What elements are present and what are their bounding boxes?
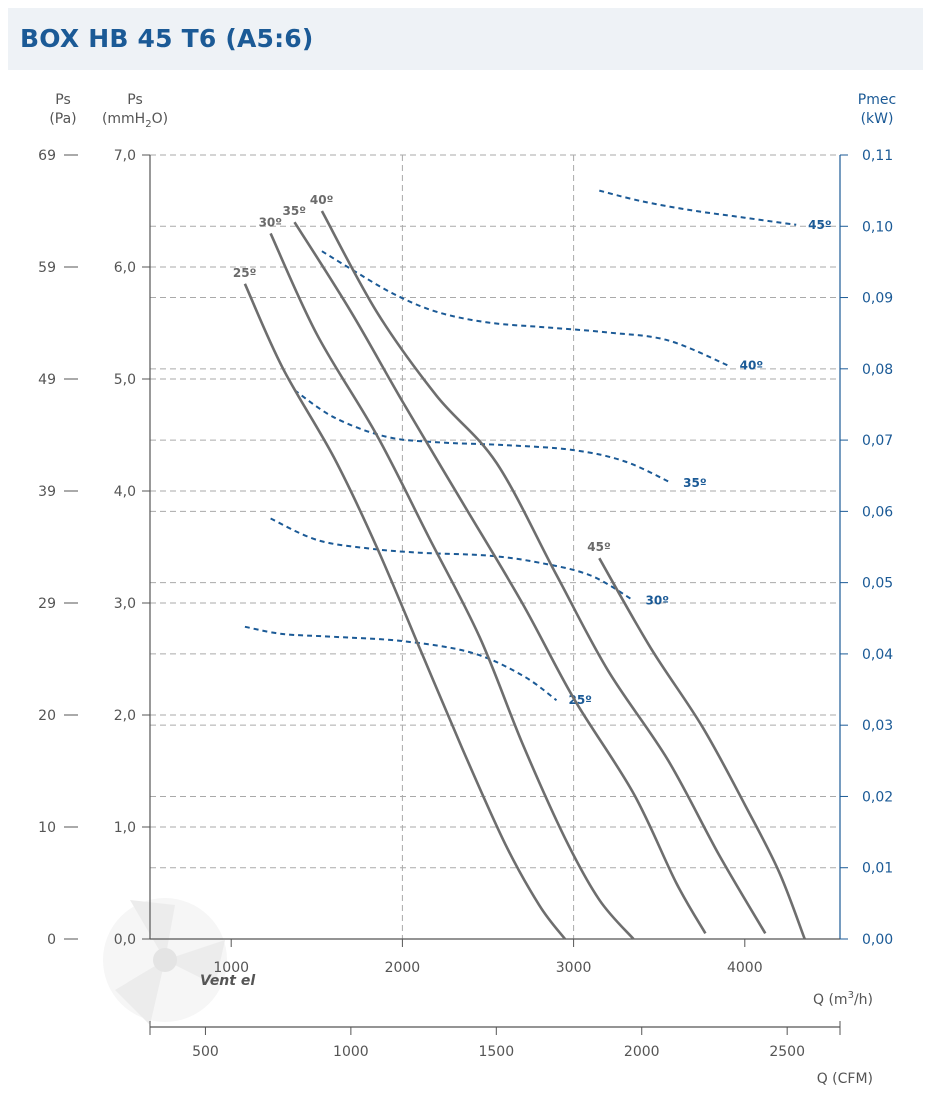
axis-title-q: Q (m3/h): [813, 990, 873, 1008]
power-curve-label: 40º: [740, 358, 764, 372]
tick-label-kw: 0,05: [862, 576, 893, 592]
power-curve-label: 45º: [808, 218, 832, 232]
tick-label-kw: 0,00: [862, 932, 893, 948]
tick-label-cfm: 2500: [769, 1044, 805, 1060]
power-curve-2: [270, 517, 635, 602]
tick-label-mm: 5,0: [114, 372, 136, 388]
page-title: BOX HB 45 T6 (A5:6): [20, 24, 314, 53]
pressure-curve-2: [269, 232, 635, 940]
axis-unit-mm: (mmH2O): [102, 111, 168, 130]
tick-label-mm: 6,0: [114, 260, 136, 276]
axis-labels: Ps (Pa) Ps (mmH2O) Pmec (kW) Q (m3/h) Q (CFM) Ve…: [49, 92, 896, 1087]
tick-label-mm: 7,0: [114, 148, 136, 164]
tick-label-kw: 0,10: [862, 219, 893, 235]
tick-label-kw: 0,01: [862, 861, 893, 877]
pressure-curve-5: [598, 557, 806, 940]
power-curve-label: 25º: [568, 693, 592, 707]
tick-label-x: 3000: [556, 960, 592, 976]
power-curve-label: 35º: [683, 476, 707, 490]
tick-label-mm: 3,0: [114, 596, 136, 612]
tick-label-mm: 2,0: [114, 708, 136, 724]
tick-label-pa: 39: [38, 484, 56, 500]
tick-label-cfm: 1500: [478, 1044, 514, 1060]
power-curve-4: [321, 250, 729, 367]
axis-title-pa: Ps: [55, 92, 71, 108]
power-curve-5: [599, 189, 797, 226]
power-curve-label: 30º: [646, 593, 670, 607]
tick-label-pa: 49: [38, 372, 56, 388]
tick-label-kw: 0,08: [862, 362, 893, 378]
tick-label-pa: 69: [38, 148, 56, 164]
pressure-curve-label: 30º: [259, 215, 283, 229]
pressure-curve-3: [293, 221, 707, 935]
tick-label-pa: 29: [38, 596, 56, 612]
tick-label-x: 1000: [213, 960, 249, 976]
axis-title-pmec: Pmec: [858, 92, 896, 108]
pressure-curve-4: [320, 210, 767, 935]
chart-header: BOX HB 45 T6 (A5:6): [8, 8, 923, 70]
power-curve-1: [244, 625, 558, 702]
tick-label-mm: 4,0: [114, 484, 136, 500]
axes: 0,0 1,0 2,0 3,0 4,0 5,0 6,0 7,0 0,00 0,01 0,02 0,03…: [38, 148, 893, 1060]
tick-label-pa: 10: [38, 820, 56, 836]
grid-lines: [150, 154, 840, 939]
tick-label-pa: 59: [38, 260, 56, 276]
tick-label-pa: 20: [38, 708, 56, 724]
tick-label-kw: 0,07: [862, 433, 893, 449]
watermark-text: Vent el: [200, 973, 255, 989]
tick-label-kw: 0,04: [862, 647, 893, 663]
tick-label-kw: 0,09: [862, 291, 893, 307]
watermark-logo: [103, 898, 227, 1025]
tick-label-pa: 0: [47, 932, 56, 948]
tick-label-kw: 0,02: [862, 789, 893, 805]
tick-label-kw: 0,06: [862, 504, 893, 520]
tick-label-cfm: 500: [192, 1044, 219, 1060]
axis-title-mm: Ps: [127, 92, 143, 108]
tick-label-x: 2000: [385, 960, 421, 976]
pressure-curve-1: [243, 283, 567, 940]
tick-label-kw: 0,11: [862, 148, 893, 164]
axis-unit-pmec: (kW): [861, 111, 894, 127]
tick-label-cfm: 1000: [333, 1044, 369, 1060]
pressure-curve-label: 25º: [233, 266, 257, 280]
pressure-curve-label: 45º: [587, 540, 611, 554]
tick-label-cfm: 2000: [624, 1044, 660, 1060]
tick-label-mm: 0,0: [114, 932, 136, 948]
axis-unit-pa: (Pa): [49, 111, 76, 127]
pressure-curve-label: 40º: [310, 193, 334, 207]
tick-label-kw: 0,03: [862, 718, 893, 734]
tick-label-mm: 1,0: [114, 820, 136, 836]
tick-label-x: 4000: [727, 960, 763, 976]
axis-title-cfm: Q (CFM): [817, 1071, 873, 1087]
power-curve-3: [293, 389, 672, 484]
pressure-curve-label: 35º: [283, 204, 307, 218]
